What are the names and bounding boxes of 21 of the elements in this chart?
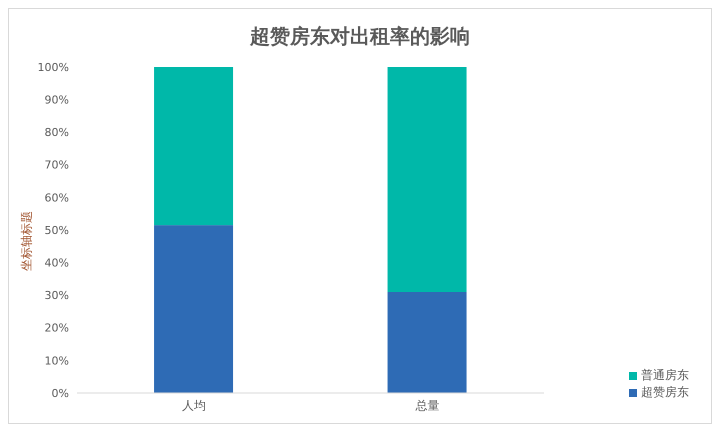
bar — [388, 67, 467, 292]
bar — [154, 67, 234, 226]
y-tick-label: 70% — [44, 158, 69, 172]
y-tick-label: 30% — [44, 289, 69, 302]
y-tick-label: 50% — [44, 224, 69, 237]
y-tick-label: 20% — [44, 322, 69, 335]
bar — [388, 292, 467, 393]
x-tick-label: 人均 — [182, 398, 206, 413]
y-tick-label: 60% — [44, 191, 69, 204]
y-tick-label: 40% — [44, 256, 69, 270]
x-tick-label: 总量 — [414, 398, 440, 413]
y-tick-label: 80% — [44, 126, 69, 140]
y-tick-label: 10% — [44, 354, 69, 368]
bar — [154, 225, 234, 393]
y-axis-title: 坐标轴标题 — [18, 211, 34, 271]
legend-label: 超赞房东 — [641, 385, 689, 399]
chart-title: 超赞房东对出租率的影响 — [248, 23, 471, 50]
y-tick-label: 0% — [52, 386, 69, 400]
y-tick-label: 100% — [38, 60, 69, 74]
legend-label: 普通房东 — [641, 368, 689, 382]
y-tick-label: 90% — [44, 94, 69, 107]
